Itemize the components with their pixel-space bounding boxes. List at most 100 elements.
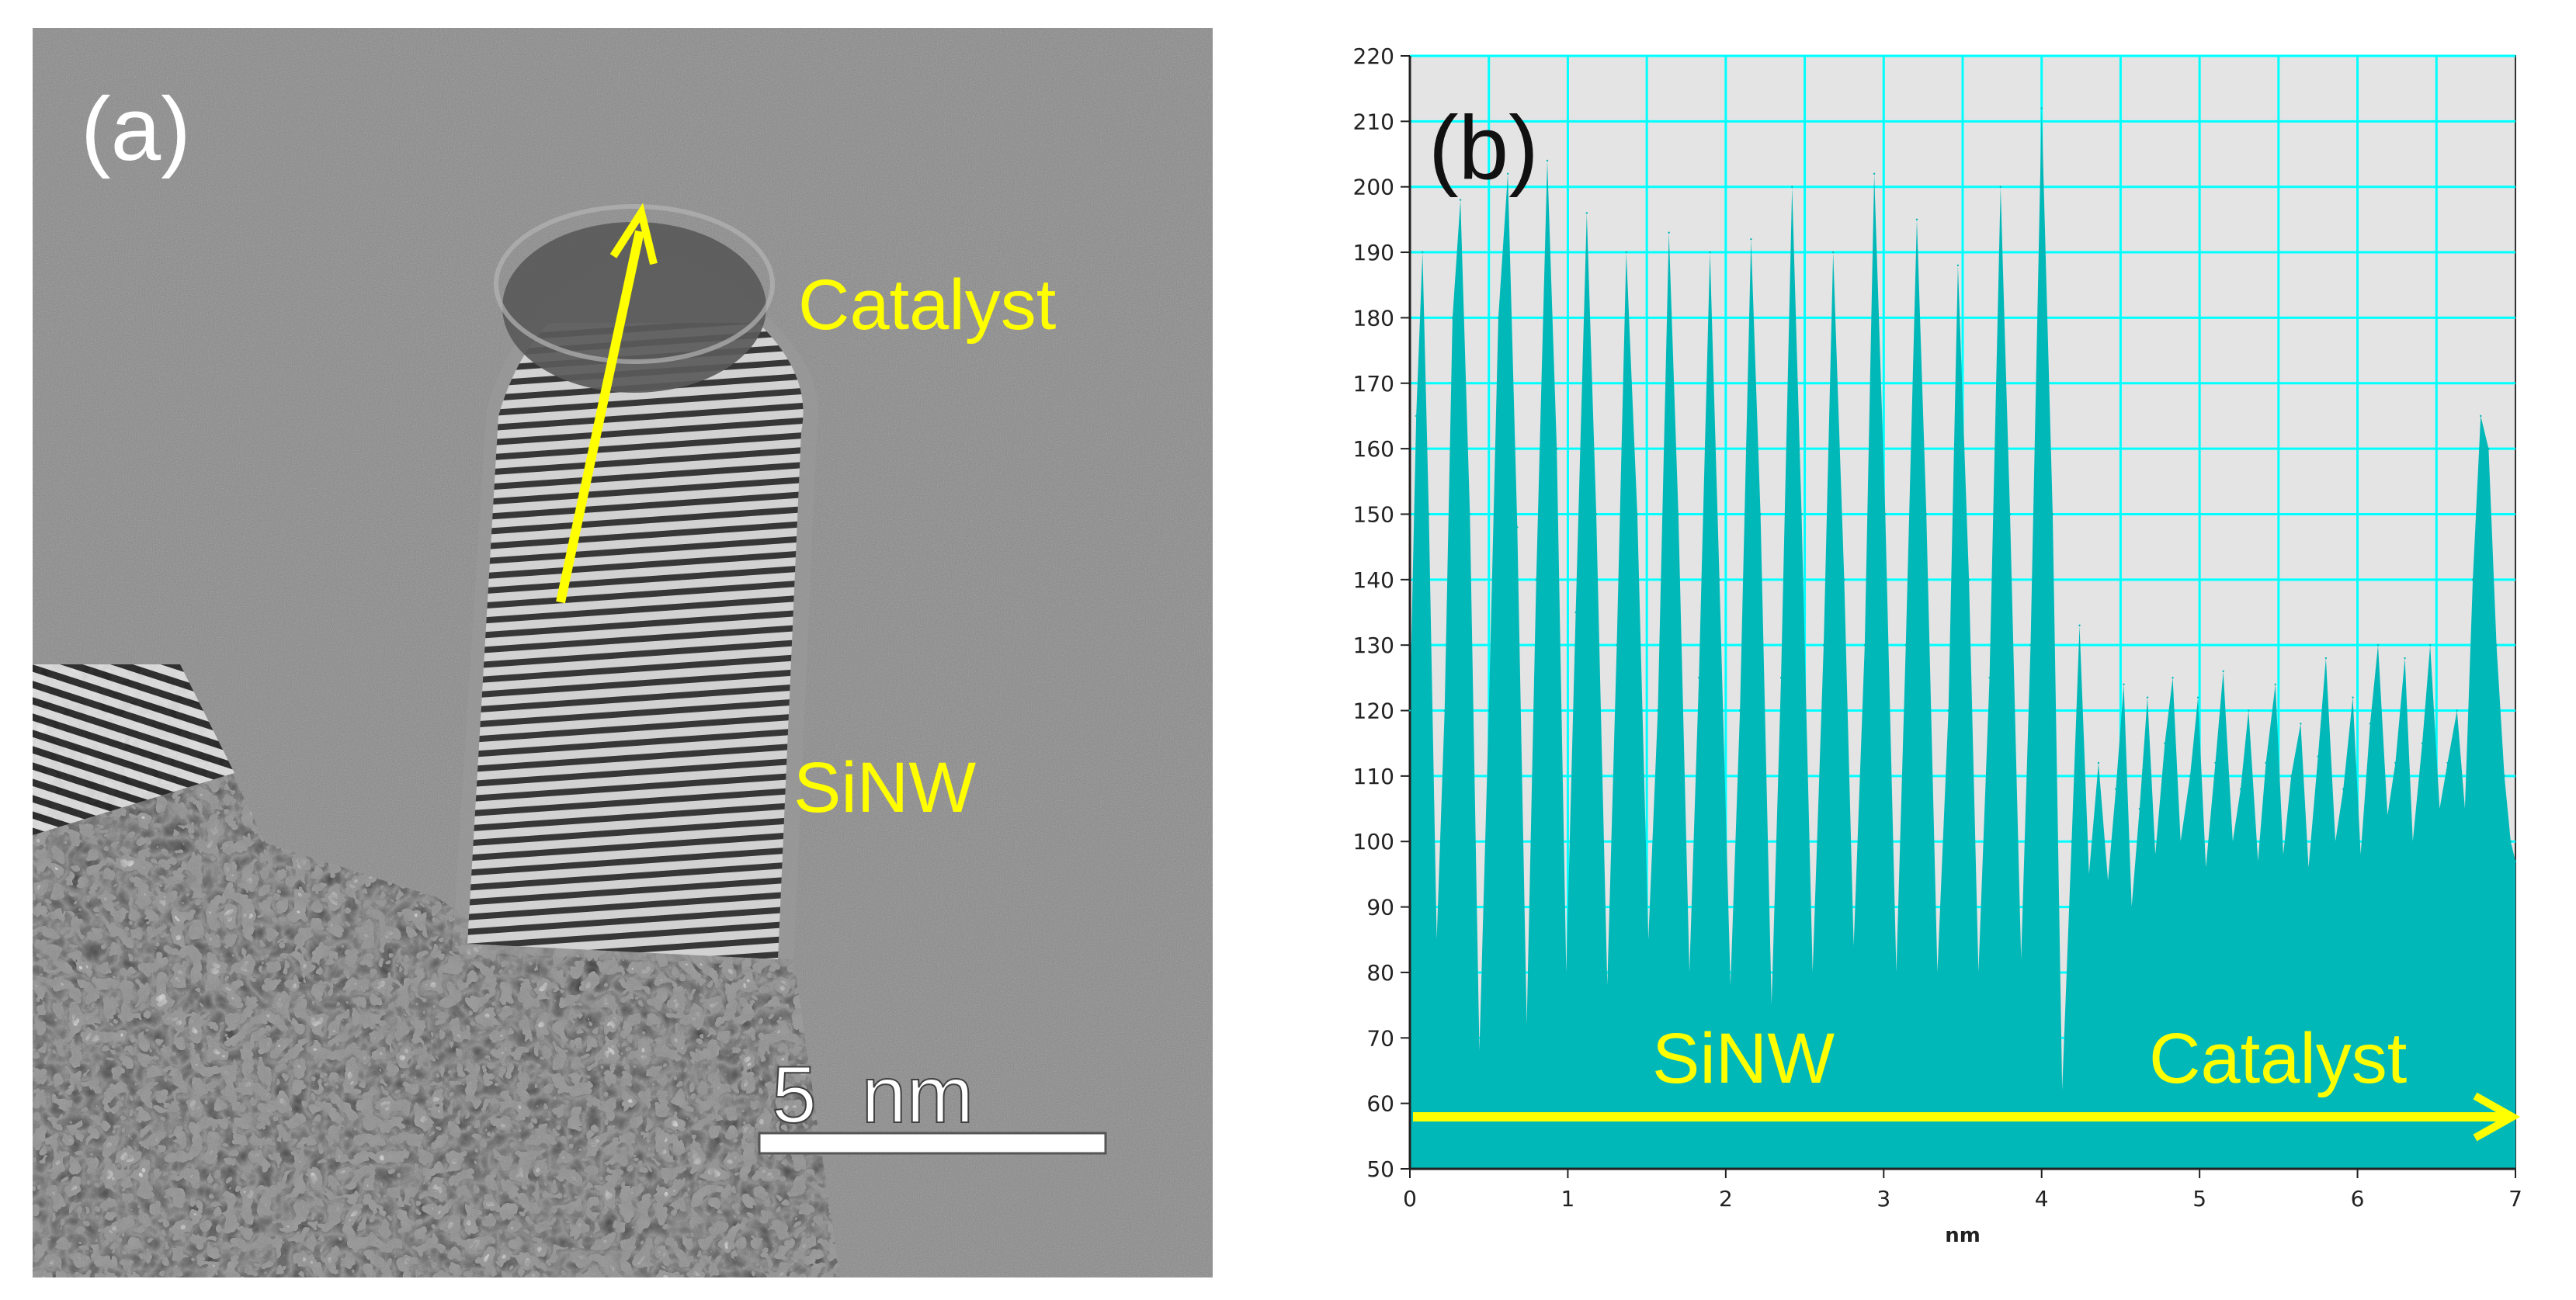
data-point	[2446, 761, 2449, 764]
data-point	[1688, 971, 1691, 974]
data-point	[1478, 1049, 1481, 1052]
data-point	[2290, 775, 2293, 778]
data-point	[2307, 866, 2310, 869]
data-point	[2456, 709, 2458, 712]
y-tick-label: 180	[1353, 305, 1394, 331]
data-point	[2060, 1089, 2064, 1091]
data-point	[2376, 643, 2380, 647]
data-point	[1947, 709, 1949, 712]
data-point	[1770, 1004, 1773, 1007]
data-point	[1565, 971, 1567, 974]
data-point	[1698, 677, 1700, 679]
data-point	[1516, 526, 1519, 529]
y-tick-label: 160	[1353, 436, 1394, 462]
data-point	[1779, 677, 1783, 679]
chart-sinw-label: SiNW	[1652, 1019, 1835, 1098]
data-point	[1852, 945, 1855, 948]
data-point	[2352, 696, 2354, 699]
scale-bar	[758, 1132, 1107, 1155]
data-point	[1884, 513, 1887, 515]
data-point	[1831, 251, 1835, 254]
tem-image-panel: (a) Catalyst SiNW 5 nm	[33, 28, 1213, 1277]
nanowire-fringes	[467, 323, 804, 959]
data-point	[1422, 251, 1424, 254]
x-tick-label: 1	[1561, 1186, 1575, 1212]
data-point	[1585, 212, 1588, 214]
data-point	[2020, 958, 2022, 961]
data-point	[2265, 761, 2267, 764]
data-point	[1750, 237, 1752, 241]
data-point	[2248, 709, 2250, 712]
data-point	[2088, 873, 2090, 875]
data-point	[2097, 761, 2100, 764]
data-point	[1863, 643, 1866, 647]
data-point	[2487, 447, 2490, 450]
data-point	[1625, 251, 1627, 254]
data-point	[1729, 984, 1732, 987]
x-tick-label: 4	[2035, 1186, 2049, 1212]
x-tick-label: 7	[2508, 1186, 2522, 1212]
data-point	[1428, 513, 1430, 515]
data-point	[2115, 788, 2117, 790]
x-tick-label: 0	[1403, 1186, 1417, 1212]
data-point	[1811, 971, 1814, 974]
data-point	[1657, 709, 1659, 712]
data-point	[1555, 447, 1558, 450]
data-point	[1967, 578, 1970, 581]
data-point	[2123, 683, 2125, 685]
y-tick-label: 170	[1353, 371, 1394, 397]
data-point	[1616, 643, 1618, 647]
data-point	[1915, 218, 1918, 221]
intensity-profile-area	[1410, 108, 2515, 1169]
axes	[1408, 56, 2515, 1170]
panel-a-label: (a)	[81, 78, 191, 179]
data-point	[1759, 513, 1762, 515]
y-tick-label: 200	[1353, 175, 1394, 200]
data-point	[2428, 643, 2432, 647]
data-point	[1718, 578, 1720, 581]
y-tick-label: 70	[1366, 1025, 1394, 1051]
data-point	[1988, 677, 1991, 679]
data-point	[1677, 513, 1680, 515]
data-point	[1574, 611, 1577, 614]
data-point	[1443, 709, 1446, 712]
y-tick-label: 190	[1353, 240, 1394, 265]
y-tick-label: 210	[1353, 109, 1394, 134]
data-point	[1668, 231, 1670, 234]
data-point	[2172, 677, 2174, 679]
data-point	[1546, 159, 1549, 162]
y-tick-label: 150	[1353, 501, 1394, 527]
data-point	[1822, 643, 1825, 647]
data-point	[1415, 414, 1418, 418]
sinw-label: SiNW	[793, 748, 976, 827]
x-tick-label: 5	[2192, 1186, 2206, 1212]
chart-direction-arrow	[1413, 1092, 2521, 1142]
scale-bar-label: 5 nm	[772, 1050, 974, 1140]
data-point	[1843, 578, 1845, 581]
data-point	[1469, 513, 1471, 515]
data-point	[1936, 971, 1939, 974]
data-point	[2179, 841, 2182, 843]
data-point	[2334, 841, 2337, 843]
data-point	[2421, 742, 2424, 744]
y-tick-label: 120	[1353, 699, 1394, 724]
data-point	[2274, 683, 2276, 685]
y-tick-label: 100	[1353, 829, 1394, 855]
data-point	[1800, 513, 1803, 515]
data-point	[1526, 1024, 1528, 1026]
y-tick-label: 110	[1353, 764, 1394, 789]
data-point	[2146, 696, 2149, 699]
data-point	[2514, 860, 2517, 862]
y-axis-ticks: 50 60 70 80 90 100 110 120 130 140 150 160 170 180 190…	[1353, 43, 1410, 1182]
data-point	[2189, 775, 2192, 778]
y-tick-label: 80	[1366, 960, 1394, 986]
x-tick-label: 6	[2351, 1186, 2365, 1212]
profile-chart: 5060708090100110120130140150160170180190…	[1353, 43, 2522, 1247]
data-point	[2154, 853, 2157, 856]
catalyst-label: Catalyst	[798, 265, 1056, 345]
y-tick-label: 140	[1353, 567, 1394, 593]
data-point	[2106, 879, 2109, 882]
x-tick-label: 2	[1719, 1186, 1733, 1212]
data-point	[1791, 185, 1793, 188]
data-point	[2008, 513, 2012, 515]
